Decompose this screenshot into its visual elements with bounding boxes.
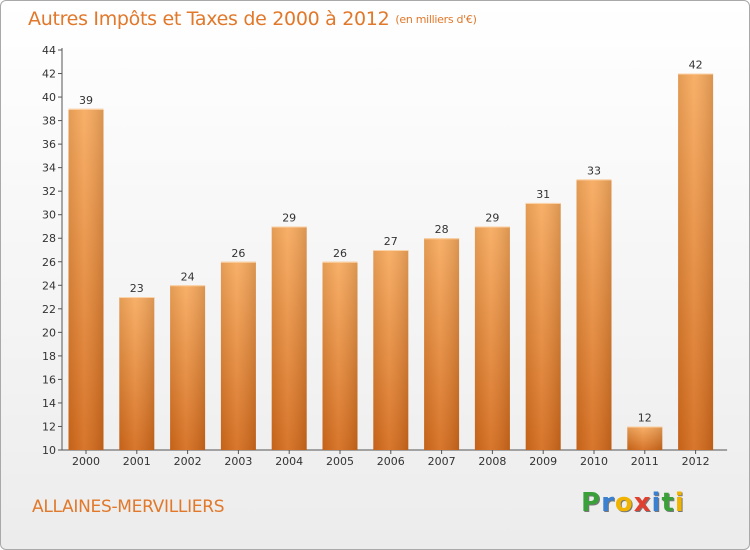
place-name: ALLAINES-MERVILLIERS (32, 497, 225, 517)
x-tick-label-2008: 2008 (478, 455, 506, 468)
logo-letter: t (661, 488, 675, 518)
y-tick-label: 40 (42, 91, 56, 104)
x-tick-label-2000: 2000 (72, 455, 100, 468)
y-tick-label: 38 (42, 115, 56, 128)
x-tick-label-2002: 2002 (174, 455, 202, 468)
logo-letter: r (601, 488, 615, 518)
bar-shade-2007 (424, 238, 460, 450)
chart-axes: 10 12 14 16 18 20 22 24 26 28 30 32 34 36 38 40 42 44 (42, 44, 728, 457)
x-tick-label-2006: 2006 (377, 455, 405, 468)
x-tick-label-2010: 2010 (580, 455, 608, 468)
bar-shade-2011 (627, 426, 663, 450)
value-label-2006: 27 (384, 235, 398, 248)
chart-title-text: Autres Impôts et Taxes de 2000 à 2012 (28, 8, 390, 30)
x-tick-label-2007: 2007 (428, 455, 456, 468)
bar-shade-2005 (322, 261, 358, 450)
logo-letter: o (614, 488, 634, 518)
bar-shade-2006 (373, 250, 409, 450)
y-tick-label: 22 (42, 303, 56, 316)
y-tick-label: 34 (42, 162, 56, 175)
value-label-2001: 23 (130, 282, 144, 295)
x-tick-label-2003: 2003 (224, 455, 252, 468)
y-tick-label: 32 (42, 185, 56, 198)
value-label-2009: 31 (536, 188, 550, 201)
y-tick-label: 14 (42, 397, 56, 410)
chart-title: Autres Impôts et Taxes de 2000 à 2012 (en… (28, 8, 477, 30)
bar-shade-2000 (68, 108, 104, 450)
bar-shade-2002 (170, 285, 206, 450)
y-tick-label: 10 (42, 444, 56, 457)
x-tick-label-2011: 2011 (631, 455, 659, 468)
y-tick-label: 20 (42, 326, 56, 339)
bar-shade-2010 (576, 179, 612, 451)
value-label-2000: 39 (79, 94, 93, 107)
bar-shade-2009 (525, 202, 561, 450)
y-tick-label: 18 (42, 350, 56, 363)
y-tick-label: 16 (42, 373, 56, 386)
x-tick-label-2009: 2009 (529, 455, 557, 468)
value-label-2005: 26 (333, 247, 347, 260)
value-label-2011: 12 (638, 411, 652, 424)
y-tick-label: 28 (42, 232, 56, 245)
logo-letter: x (633, 488, 652, 518)
x-tick-label-2012: 2012 (682, 455, 710, 468)
x-tick-label-2004: 2004 (275, 455, 303, 468)
y-tick-label: 24 (42, 279, 56, 292)
chart-unit: (en milliers d'€) (395, 13, 477, 26)
y-tick-label: 36 (42, 138, 56, 151)
x-tick-label-2005: 2005 (326, 455, 354, 468)
proxiti-logo: Proxiti (581, 488, 685, 518)
logo-letter: P (581, 488, 602, 518)
y-tick-label: 26 (42, 256, 56, 269)
value-label-2002: 24 (181, 270, 195, 283)
value-label-2007: 28 (435, 223, 449, 236)
bar-shade-2008 (474, 226, 510, 450)
y-tick-label: 44 (42, 44, 56, 57)
bar-shade-2003 (220, 261, 256, 450)
value-label-2004: 29 (282, 211, 296, 224)
y-tick-label: 12 (42, 420, 56, 433)
value-label-2003: 26 (231, 247, 245, 260)
bar-shade-2004 (271, 226, 307, 450)
x-tick-label-2001: 2001 (123, 455, 151, 468)
value-label-2010: 33 (587, 164, 601, 177)
bar-shade-2012 (678, 73, 714, 450)
chart-labels: 39 2000 23 2001 24 2002 26 2003 29 2004 26 2005 27 20… (72, 59, 710, 468)
bar-shade-2001 (119, 297, 155, 450)
logo-letter: i (651, 488, 662, 518)
chart-bars (68, 73, 714, 451)
y-tick-label: 30 (42, 209, 56, 222)
logo-letter: i (674, 488, 685, 518)
value-label-2008: 29 (485, 211, 499, 224)
value-label-2012: 42 (689, 59, 703, 72)
y-tick-label: 42 (42, 68, 56, 81)
